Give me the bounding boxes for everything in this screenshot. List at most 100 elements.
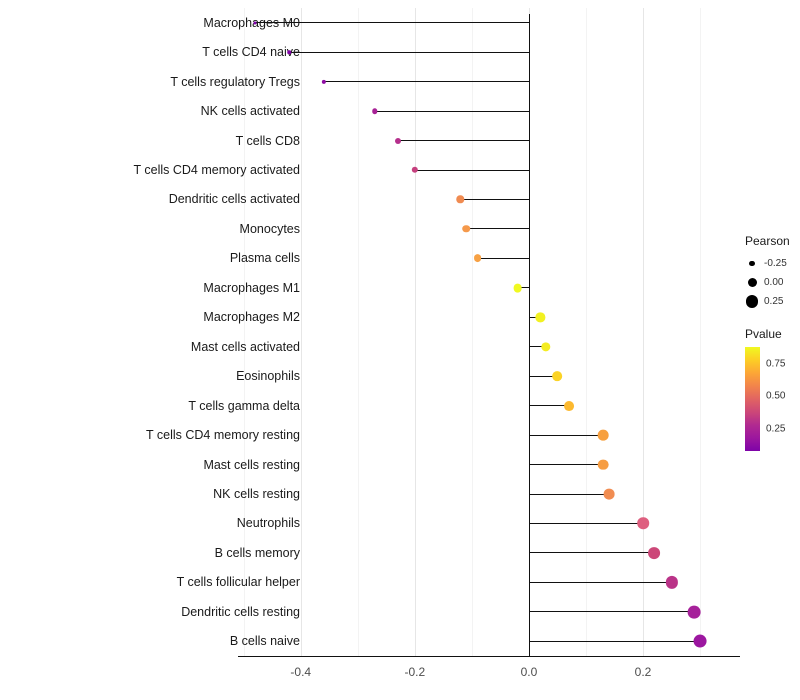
lollipop-stem (528, 464, 604, 466)
lollipop-stem (289, 51, 529, 53)
lollipop-dot (513, 283, 522, 293)
y-axis-label: Neutrophils (236, 516, 300, 531)
lollipop-dot (637, 517, 649, 530)
lollipop-stem (528, 493, 609, 495)
minor-gridline (357, 8, 359, 656)
lollipop-stem (528, 611, 695, 613)
lollipop-dot (456, 195, 465, 204)
lollipop-stem (528, 552, 655, 554)
lollipop-stem (528, 375, 558, 377)
x-tick-label: 0.2 (634, 665, 652, 679)
y-axis-label: Dendritic cells activated (168, 192, 300, 207)
color-legend-title: Pvalue (745, 327, 782, 341)
lollipop-stem (323, 81, 529, 83)
x-axis-line (238, 656, 740, 657)
lollipop-dot (372, 108, 378, 114)
lollipop-dot (597, 429, 609, 441)
lollipop-dot (394, 137, 401, 144)
major-gridline (300, 8, 302, 656)
lollipop-stem (528, 640, 701, 642)
minor-gridline (471, 8, 473, 656)
lollipop-dot (541, 342, 551, 352)
legend: Pearson -0.25 0.00 0.25 Pvalue 0.75 0.50 0.2… (745, 234, 800, 451)
y-axis-label: T cells CD8 (235, 133, 300, 148)
lollipop-dot (693, 634, 707, 648)
size-legend-item-label: 0.25 (764, 296, 784, 307)
lollipop-dot (648, 546, 661, 559)
lollipop-dot (687, 605, 701, 619)
size-legend-item-label: 0.00 (764, 277, 784, 288)
size-legend-item: 0.25 (745, 292, 800, 311)
size-legend-item: -0.25 (745, 254, 800, 273)
y-axis-label: Plasma cells (229, 251, 300, 266)
color-legend: Pvalue 0.75 0.50 0.25 (745, 327, 800, 451)
y-axis-label: T cells regulatory Tregs (170, 74, 300, 89)
minor-gridline (585, 8, 587, 656)
color-legend-tick-label: 0.75 (766, 358, 786, 370)
y-axis-label: Macrophages M2 (203, 310, 300, 325)
lollipop-dot (563, 400, 574, 411)
lollipop-dot (665, 576, 678, 589)
minor-gridline (243, 8, 245, 656)
minor-gridline (700, 8, 702, 656)
y-axis-label: B cells memory (214, 545, 300, 560)
y-axis-label: Eosinophils (236, 369, 300, 384)
lollipop-stem (477, 257, 529, 259)
major-gridline (414, 8, 416, 656)
y-axis-label: Mast cells activated (190, 339, 300, 354)
x-tick-label: -0.4 (290, 665, 312, 679)
y-axis-label: Macrophages M1 (203, 280, 300, 295)
color-legend-bar-wrap: 0.75 0.50 0.25 (745, 347, 800, 451)
size-legend-item: 0.00 (745, 273, 800, 292)
y-axis-label: Dendritic cells resting (181, 604, 300, 619)
lollipop-stem (466, 228, 529, 230)
y-axis-label: Macrophages M0 (203, 15, 300, 30)
size-legend-title: Pearson (745, 234, 790, 248)
y-axis-label: T cells CD4 memory activated (133, 163, 301, 177)
y-axis-label: NK cells resting (213, 487, 300, 501)
y-axis-label: T cells gamma delta (188, 398, 300, 413)
color-legend-tick-label: 0.25 (766, 423, 786, 435)
y-axis-label: T cells CD4 naive (202, 45, 300, 60)
lollipop-stem (397, 140, 529, 142)
lollipop-dot (535, 312, 545, 322)
lollipop-stem (528, 434, 604, 436)
lollipop-dot (321, 79, 326, 84)
y-axis-label: T cells CD4 memory resting (146, 428, 300, 443)
lollipop-stem (528, 522, 643, 524)
color-legend-tick-label: 0.50 (766, 390, 786, 402)
lollipop-dot (253, 21, 257, 25)
lollipop-dot (603, 488, 615, 500)
x-tick-label: -0.2 (404, 665, 426, 679)
y-axis-label: NK cells activated (200, 104, 300, 119)
size-legend-dot-icon (745, 257, 759, 271)
size-legend-dot-icon (745, 295, 759, 309)
major-gridline (643, 8, 645, 656)
size-legend-item-label: -0.25 (764, 258, 787, 269)
lollipop-dot (552, 371, 563, 381)
lollipop-stem (374, 110, 529, 112)
y-axis-label: Monocytes (239, 221, 300, 236)
pvalue-gradient-bar (745, 347, 760, 451)
y-axis-label: T cells follicular helper (176, 575, 300, 590)
zero-baseline (528, 14, 530, 656)
lollipop-stem (528, 581, 672, 583)
size-legend: Pearson -0.25 0.00 0.25 (745, 234, 800, 311)
lollipop-dot (597, 459, 609, 470)
lollipop-stem (255, 22, 529, 24)
lollipop-dot (411, 166, 419, 174)
lollipop-stem (517, 287, 529, 289)
y-axis-label: B cells naive (229, 634, 300, 649)
size-legend-dot-icon (745, 276, 759, 290)
lollipop-dot (287, 50, 292, 54)
lollipop-stem (414, 169, 529, 171)
size-legend-items: -0.25 0.00 0.25 (745, 254, 800, 311)
lollipop-stem (528, 405, 569, 407)
x-tick-label: 0.0 (520, 665, 538, 679)
lollipop-stem (528, 316, 541, 318)
lollipop-stem (460, 198, 529, 200)
lollipop-stem (528, 346, 547, 348)
y-axis-label: Mast cells resting (203, 457, 300, 472)
